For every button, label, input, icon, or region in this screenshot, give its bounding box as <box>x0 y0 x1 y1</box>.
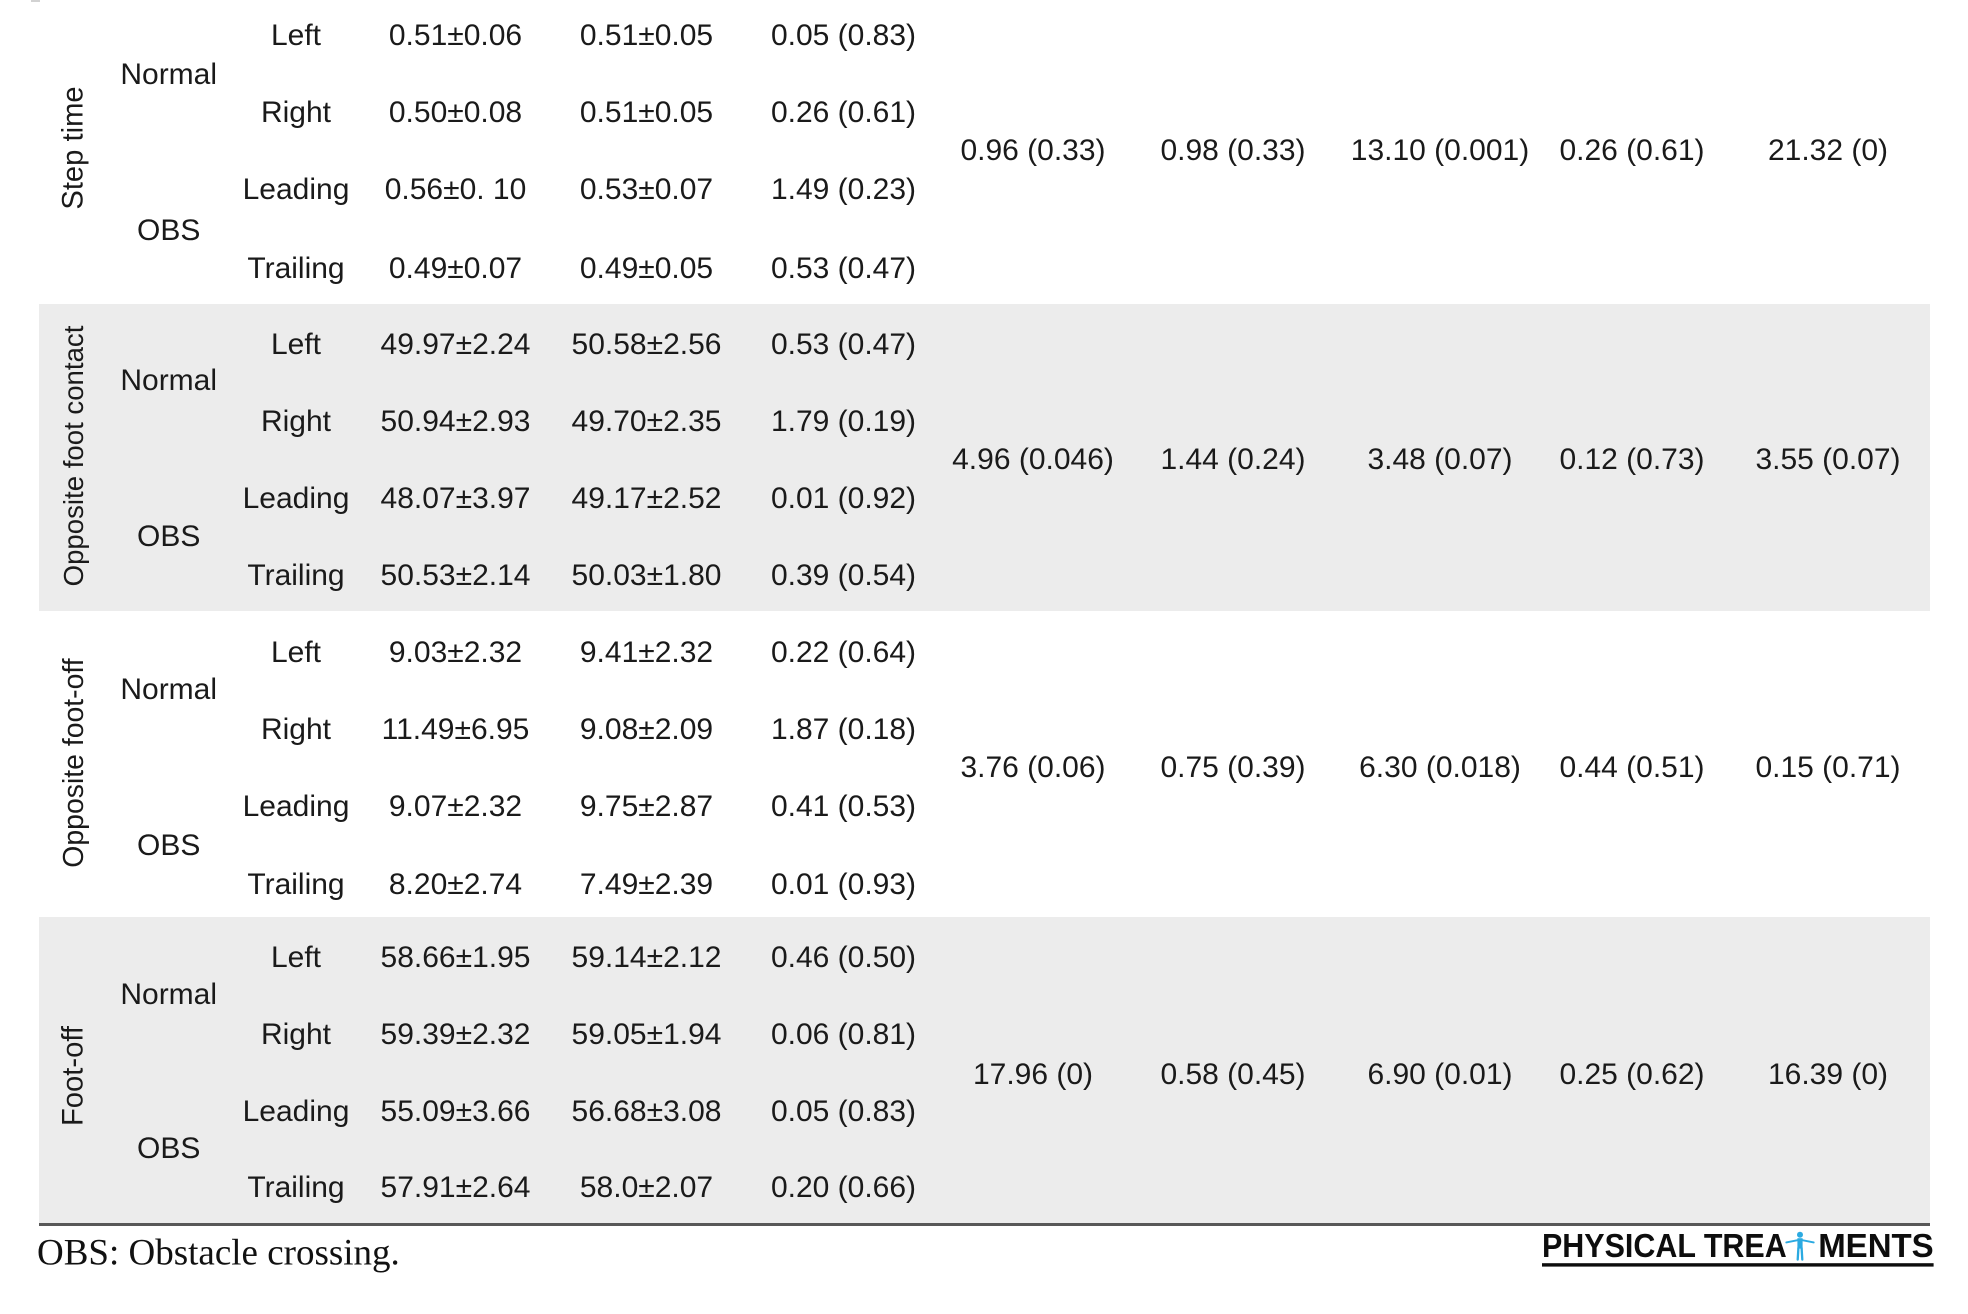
svg-text:PHYSICAL TREA: PHYSICAL TREA <box>1542 1227 1787 1264</box>
svg-text:MENTS: MENTS <box>1818 1227 1934 1264</box>
